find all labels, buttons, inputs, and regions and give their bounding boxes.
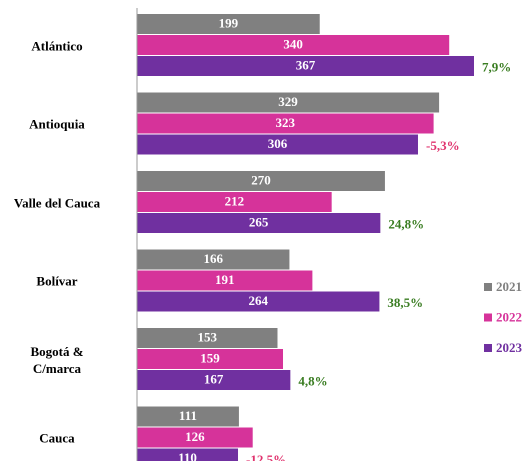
data-label: 367: [296, 57, 316, 72]
data-label: 111: [179, 408, 197, 423]
data-label: 159: [200, 350, 220, 365]
bar: [137, 35, 450, 55]
bar: [137, 328, 278, 348]
bar: [137, 14, 320, 34]
legend-label: 2021: [496, 279, 522, 294]
annotation: 24,8%: [388, 216, 424, 231]
bar: [137, 349, 284, 369]
legend-label: 2023: [496, 340, 523, 355]
legend-swatch: [484, 313, 492, 322]
data-label: 264: [248, 293, 268, 308]
data-label: 265: [249, 214, 269, 229]
category-label: Antioquia: [29, 116, 85, 132]
category-label: Bogotá & C/marca: [30, 343, 84, 376]
category-label: Atlántico: [31, 38, 83, 53]
bar: [137, 134, 418, 155]
data-label: 199: [219, 15, 239, 30]
bar: [137, 213, 381, 233]
annotation: -5,3%: [426, 138, 460, 153]
annotation: 38,5%: [387, 295, 423, 310]
bar: [137, 270, 313, 291]
annotation: -12.5%: [246, 452, 286, 461]
data-label: 270: [251, 172, 271, 187]
category-label: Valle del Cauca: [13, 195, 101, 210]
category-label: Cauca: [39, 430, 75, 446]
legend-swatch: [484, 344, 492, 352]
data-label: 212: [225, 193, 245, 208]
annotation: 4,8%: [298, 373, 327, 388]
data-label: 191: [215, 272, 235, 287]
bar: [137, 192, 332, 212]
legend-label: 2022: [496, 309, 522, 324]
bar: [137, 448, 239, 461]
category-label: Bolívar: [36, 273, 78, 289]
bar: [137, 370, 291, 390]
bar: [137, 291, 380, 312]
data-label: 306: [268, 136, 288, 151]
data-label: 323: [276, 115, 296, 130]
data-label: 110: [178, 450, 197, 461]
data-label: 167: [204, 371, 224, 386]
bar: [137, 406, 239, 427]
data-label: 340: [283, 36, 303, 51]
bar: [137, 113, 434, 134]
bar: [137, 56, 474, 76]
bar: [137, 92, 440, 113]
bar: [137, 427, 253, 448]
data-label: 153: [197, 329, 217, 344]
data-label: 166: [203, 251, 223, 266]
bar: [137, 249, 290, 270]
annotation: 7,9%: [482, 59, 511, 74]
bar: [137, 171, 385, 191]
legend-swatch: [484, 283, 492, 291]
data-label: 329: [278, 94, 298, 109]
data-label: 126: [185, 429, 205, 444]
